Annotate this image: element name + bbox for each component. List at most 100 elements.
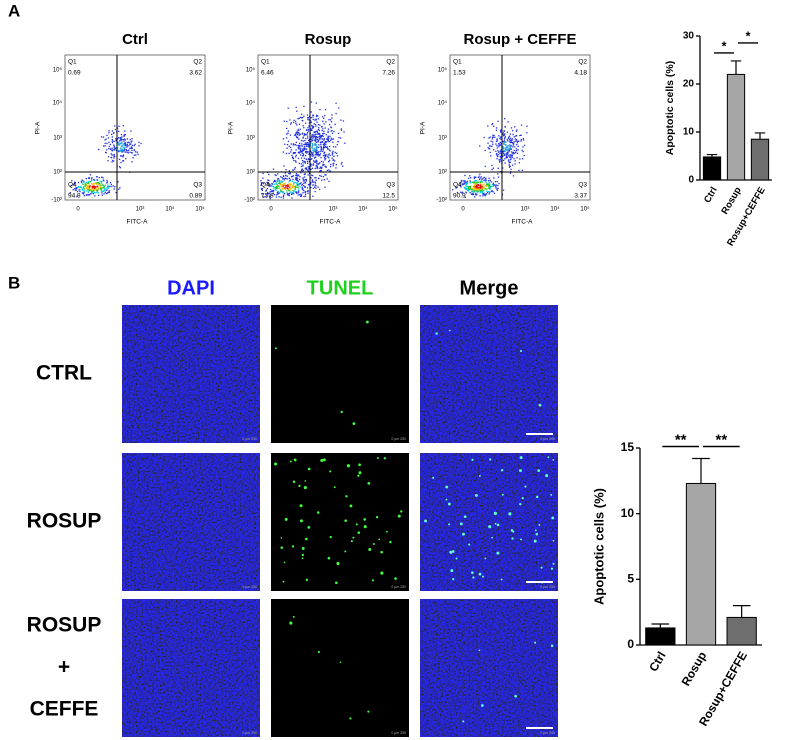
flow-dot [317,152,319,154]
flow-dot [317,177,320,180]
flow-dot [316,165,318,167]
flow-dot [303,147,305,149]
flow-dot [505,154,507,156]
flow-dot [315,152,318,155]
flow-dot [93,185,96,187]
flow-dot [330,163,332,166]
quadrant-value: 4.18 [574,70,587,77]
flow-dot [479,173,481,175]
flow-dot [507,145,509,147]
flow-dot [327,131,329,134]
flow-dot [331,157,333,159]
flow-dot [304,173,306,175]
flow-y-label: PI-A [228,121,235,134]
tunel-dot [489,458,492,461]
flow-dot [302,188,304,190]
flow-dot [283,192,286,195]
flow-dot [304,155,307,157]
flow-dot [302,164,304,166]
flow-dot [495,187,497,189]
flow-dot [103,145,105,147]
flow-dot [500,143,502,145]
flow-dot [471,190,473,193]
flow-dot [136,151,138,153]
flow-dot [123,140,125,142]
tunel-dot [520,538,522,541]
flow-dot [301,132,304,134]
flow-dot [474,183,477,186]
flow-dot [105,192,108,195]
flow-dot [299,128,301,130]
flow-dot [100,184,102,186]
flow-dot [83,186,85,188]
flow-dot [286,144,289,146]
flow-dot [319,108,321,111]
flow-dot [475,181,478,184]
tunel-dot [540,566,543,569]
flow-dot [307,137,309,139]
flow-dot [488,145,491,147]
tunel-dot [380,550,383,554]
flow-dot [124,139,127,141]
flow-dot [122,146,124,149]
flow-dot [312,137,314,140]
flow-x-tick: 0 [76,207,80,213]
tunel-dot [447,502,451,506]
flow-dot [284,184,286,186]
flow-dot [323,132,325,135]
flow-dot [102,177,104,179]
quadrant-value: 6.46 [261,70,274,77]
flow-dot [302,120,304,122]
flow-dot [293,152,296,154]
flow-dot [489,136,491,138]
flow-x-tick: 10⁴ [358,206,368,213]
flow-dot [260,188,263,190]
flow-dot [307,127,309,129]
tunel-dot [367,481,371,485]
flow-dot [316,162,318,164]
tunel-dot [435,332,438,335]
flow-y-tick: -10² [244,198,255,204]
flow-dot [297,180,300,182]
flow-dot [466,180,469,182]
row-label: CEFFE [30,698,99,721]
flow-dot [484,179,486,181]
flow-dot [122,150,124,152]
flow-dot [294,166,296,169]
flow-dot [494,181,497,183]
flow-dot [331,132,334,134]
panel-label: B [8,273,20,292]
flow-dot [329,135,331,137]
flow-dot [284,172,286,174]
flow-dot [288,170,290,172]
tunel-dot [274,347,277,350]
quadrant-name: Q4 [68,182,77,189]
flow-dot [309,129,312,131]
flow-dot [483,179,485,181]
flow-dot [323,143,326,145]
flow-dot [325,144,327,146]
flow-dot [306,148,308,150]
flow-dot [298,144,300,147]
flow-dot [479,187,482,189]
tunel-dot [508,512,512,516]
flow-dot [99,180,101,182]
quadrant-name: Q2 [193,59,202,66]
scale-label: 0 µm 250 [540,585,555,589]
flow-dot [304,151,307,154]
flow-dot [277,185,279,187]
flow-dot [289,179,292,181]
flow-dot [323,152,325,154]
flow-dot [505,147,507,149]
flow-dot [302,154,305,156]
flow-dot [266,187,269,190]
flow-y-tick: 10² [53,170,62,176]
flow-dot [291,180,294,182]
flow-dot [499,158,502,161]
flow-dot [303,127,305,129]
flow-dot [304,143,306,146]
flow-dot [312,155,314,157]
scale-label: 0 µm 250 [242,585,257,589]
flow-dot [340,129,343,131]
flow-dot [306,152,308,154]
